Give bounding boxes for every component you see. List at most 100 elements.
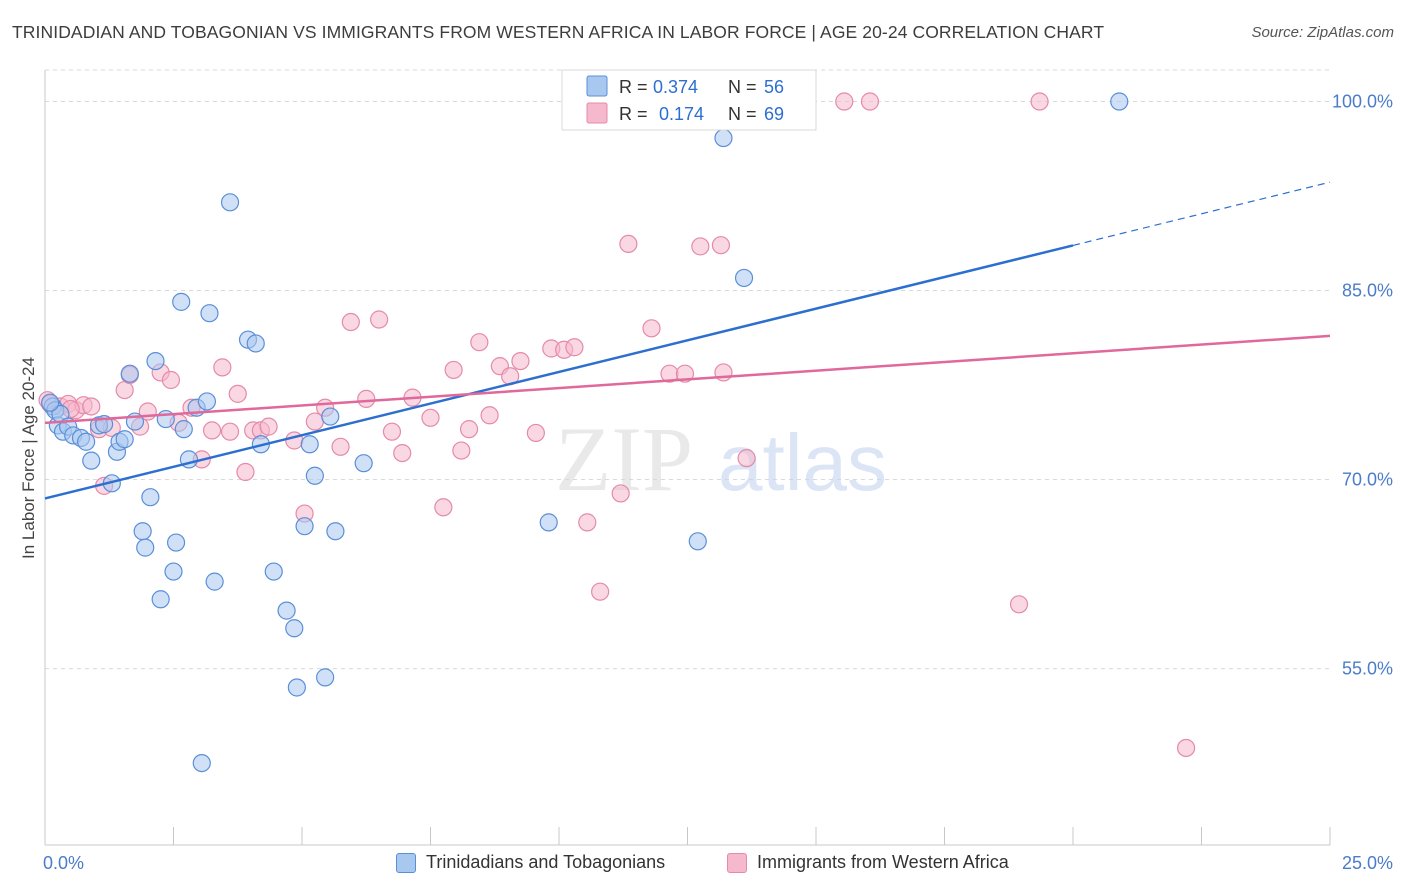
western-africa-point-52	[611, 484, 630, 503]
trinidadian-point-33	[205, 572, 224, 591]
trend-line-western-africa	[44, 334, 1331, 425]
trinidadian-point-47	[326, 522, 345, 541]
trinidadian-point-49	[539, 513, 558, 532]
trinidadian-point-30	[192, 753, 211, 773]
western-africa-point-34	[382, 422, 402, 441]
western-africa-point-9	[115, 380, 134, 400]
legend-n-label-2: N =	[728, 104, 757, 124]
trinidadian-point-55	[41, 393, 60, 412]
western-africa-point-57	[691, 237, 710, 256]
trinidadian-point-16	[120, 364, 139, 383]
western-africa-point-63	[1009, 595, 1029, 614]
western-africa-point-68	[452, 441, 471, 460]
trinidadian-point-43	[300, 435, 319, 454]
western-africa-point-38	[434, 498, 453, 517]
axes	[44, 70, 1331, 846]
legend-r-value-1: 0.374	[653, 77, 698, 97]
western-africa-point-22	[236, 462, 255, 482]
trinidadian-point-51	[688, 532, 707, 551]
trinidadian-point-24	[164, 562, 183, 581]
western-africa-point-64	[1030, 92, 1049, 111]
y-tick-label-3: 100.0%	[1332, 92, 1393, 112]
trinidadian-point-22	[151, 590, 170, 609]
trinidadian-point-9	[82, 451, 101, 470]
legend-n-label-1: N =	[728, 77, 757, 97]
western-africa-point-58	[711, 236, 731, 255]
trinidadian-point-39	[277, 601, 296, 620]
western-africa-point-14	[161, 370, 181, 390]
trinidadian-point-32	[200, 304, 219, 323]
western-africa-point-62	[860, 92, 880, 111]
western-africa-point-54	[642, 319, 661, 338]
western-africa-point-35	[393, 443, 412, 463]
x-tick-labels: 0.0% 25.0%	[43, 853, 1393, 873]
western-africa-point-20	[220, 422, 240, 441]
y-tick-label-0: 55.0%	[1342, 659, 1393, 679]
western-africa-point-30	[331, 437, 350, 456]
trinidadian-point-41	[287, 678, 306, 697]
chart-title: TRINIDADIAN AND TOBAGONIAN VS IMMIGRANTS…	[12, 22, 1105, 42]
legend-swatch-blue	[586, 75, 608, 97]
bottom-legend-label-western-africa: Immigrants from Western Africa	[757, 852, 1009, 872]
trinidadian-point-34	[220, 193, 240, 212]
trinidadian-point-31	[197, 392, 217, 411]
trinidadian-point-26	[172, 292, 191, 311]
trinidadian-point-46	[321, 407, 340, 426]
trinidadian-point-42	[295, 517, 314, 536]
legend-n-value-1: 56	[764, 77, 784, 97]
trinidadian-point-36	[246, 334, 265, 353]
western-africa-point-37	[421, 408, 440, 427]
trinidadian-point-44	[305, 466, 324, 485]
trinidadian-point-45	[316, 668, 335, 687]
trend-line-trinidadian	[44, 244, 1074, 500]
western-africa-point-32	[357, 389, 376, 409]
bottom-legend-swatch-blue	[396, 852, 416, 873]
bottom-legend-item-trinidadian: Trinidadians and Tobagonians	[396, 852, 665, 873]
western-africa-point-56	[675, 364, 695, 383]
western-africa-point-40	[459, 420, 479, 439]
western-africa-point-19	[213, 358, 232, 377]
bottom-legend-item-western-africa: Immigrants from Western Africa	[727, 852, 1009, 873]
trend-lines	[44, 181, 1331, 500]
western-africa-point-25	[259, 417, 278, 436]
trinidadian-point-52	[714, 128, 733, 148]
trinidadian-point-38	[264, 562, 283, 581]
western-africa-point-49	[565, 338, 584, 357]
trinidadian-point-27	[174, 420, 193, 439]
y-tick-label-2: 85.0%	[1342, 281, 1393, 301]
western-africa-point-46	[526, 423, 545, 443]
legend-r-label-2: R =	[619, 104, 648, 124]
western-africa-point-53	[619, 234, 638, 254]
western-africa-point-65	[1176, 738, 1196, 758]
trinidadian-point-21	[146, 351, 165, 371]
x-tick-label-1: 25.0%	[1342, 853, 1393, 873]
legend-n-value-2: 69	[764, 104, 784, 124]
bottom-legend: Trinidadians and Tobagonians Immigrants …	[0, 850, 1406, 880]
western-africa-point-60	[737, 449, 756, 468]
western-africa-point-33	[370, 310, 389, 329]
bottom-legend-label-trinidadian: Trinidadians and Tobagonians	[426, 852, 666, 872]
trinidadian-point-54	[1110, 92, 1129, 111]
legend-swatch-pink	[586, 102, 608, 124]
trinidadian-point-15	[115, 430, 134, 449]
western-africa-point-51	[591, 582, 610, 601]
trinidadian-point-25	[166, 533, 186, 552]
trinidadian-point-18	[133, 522, 152, 541]
western-africa-point-21	[228, 384, 247, 403]
series-western-africa-points	[38, 92, 1196, 758]
western-africa-point-50	[578, 513, 597, 532]
trinidadian-point-19	[136, 538, 155, 557]
top-legend: R = 0.374 N = 56 R = 0.174 N = 69	[561, 69, 817, 131]
trinidadian-point-48	[354, 454, 373, 473]
western-africa-point-41	[470, 333, 489, 352]
source-credit: Source: ZipAtlas.com	[1251, 24, 1394, 41]
trinidadian-point-8	[77, 432, 96, 451]
trinidadian-point-20	[141, 488, 160, 507]
western-africa-point-61	[835, 92, 854, 111]
western-africa-point-5	[82, 397, 101, 416]
western-africa-point-39	[444, 360, 463, 380]
y-tick-label-1: 70.0%	[1342, 470, 1393, 490]
trend-line-trinidadian-dashed	[1072, 181, 1331, 246]
y-axis-label: In Labor Force | Age 20-24	[19, 357, 38, 559]
